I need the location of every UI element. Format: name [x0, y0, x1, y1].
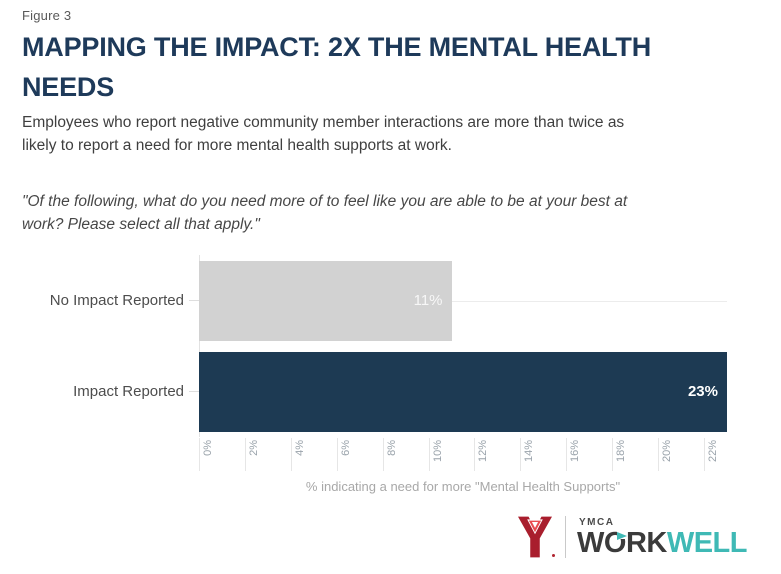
logo-wordmark: YMCA WO RKWELL: [577, 517, 747, 558]
zero-axis-line: [199, 255, 200, 437]
x-tick-label: 4%: [293, 440, 306, 456]
bar-chart: No Impact Reported 11% Impact Reported 23% …: [22, 255, 727, 494]
x-axis: 0% 2% 4% 6% 8% 10% 12% 14% 16% 18% 20% 22%: [199, 437, 727, 474]
workwell-well: WELL: [666, 526, 748, 559]
category-label: Impact Reported: [73, 383, 184, 400]
x-tick-mark: [428, 438, 430, 471]
x-tick-mark: [566, 438, 568, 471]
bar-track: 11%: [199, 255, 727, 346]
x-tick-mark: [290, 438, 292, 471]
logo-divider: [565, 516, 567, 558]
x-tick-mark: [244, 438, 246, 471]
category-cell: Impact Reported: [22, 383, 199, 400]
x-tick-label: 2%: [247, 440, 260, 456]
x-tick-mark: [336, 438, 338, 471]
x-tick-label: 16%: [569, 440, 582, 463]
x-tick-label: 14%: [523, 440, 536, 463]
x-tick-mark: [382, 438, 384, 471]
chart-row: No Impact Reported 11%: [22, 255, 727, 346]
bar-value-label: 11%: [413, 292, 443, 309]
chart-row: Impact Reported 23%: [22, 346, 727, 437]
o-arrow-icon: [616, 531, 627, 540]
ymca-workwell-logo: YMCA WO RKWELL: [518, 512, 748, 562]
trademark-dot: [552, 554, 556, 557]
workwell-rk: RK: [625, 526, 667, 559]
x-tick-label: 18%: [615, 440, 628, 463]
x-tick-label: 22%: [707, 440, 720, 463]
ymca-y-icon: [518, 516, 553, 558]
figure-label: Figure 3: [22, 8, 72, 23]
workwell-text: WO RKWELL: [577, 528, 747, 558]
x-tick-mark: [704, 438, 706, 471]
workwell-w: W: [577, 526, 604, 559]
x-tick-label: 8%: [385, 440, 398, 456]
bar: 11%: [199, 260, 452, 341]
category-label: No Impact Reported: [49, 292, 184, 309]
x-tick-mark: [612, 438, 614, 471]
figure-subtitle: Employees who report negative community …: [22, 114, 625, 154]
category-tick: [189, 300, 199, 301]
page-title: MAPPING THE IMPACT: 2X THE MENTAL HEALTH…: [22, 32, 652, 102]
bar-value-label: 23%: [687, 383, 718, 400]
x-tick-mark: [199, 438, 200, 471]
x-tick-label: 6%: [339, 440, 352, 456]
x-tick-label: 12%: [477, 440, 490, 463]
x-tick-mark: [474, 438, 476, 471]
x-tick-label: 20%: [661, 440, 674, 463]
survey-question-quote: "Of the following, what do you need more…: [22, 193, 628, 233]
workwell-o: O: [603, 526, 627, 559]
bar-track: 23%: [199, 346, 727, 437]
x-tick-label: 10%: [431, 440, 444, 463]
x-tick-mark: [520, 438, 522, 471]
x-tick-mark: [658, 438, 660, 471]
x-axis-title: % indicating a need for more "Mental Hea…: [305, 479, 621, 494]
ymca-y-logo: [518, 516, 556, 558]
chart-plot-area: No Impact Reported 11% Impact Reported 23%: [22, 255, 727, 437]
category-tick: [189, 391, 199, 392]
category-gridline: [199, 300, 727, 302]
ymca-text: YMCA: [579, 516, 615, 528]
category-cell: No Impact Reported: [22, 292, 199, 309]
bar: 23%: [199, 351, 727, 432]
x-tick-label: 0%: [202, 440, 214, 456]
